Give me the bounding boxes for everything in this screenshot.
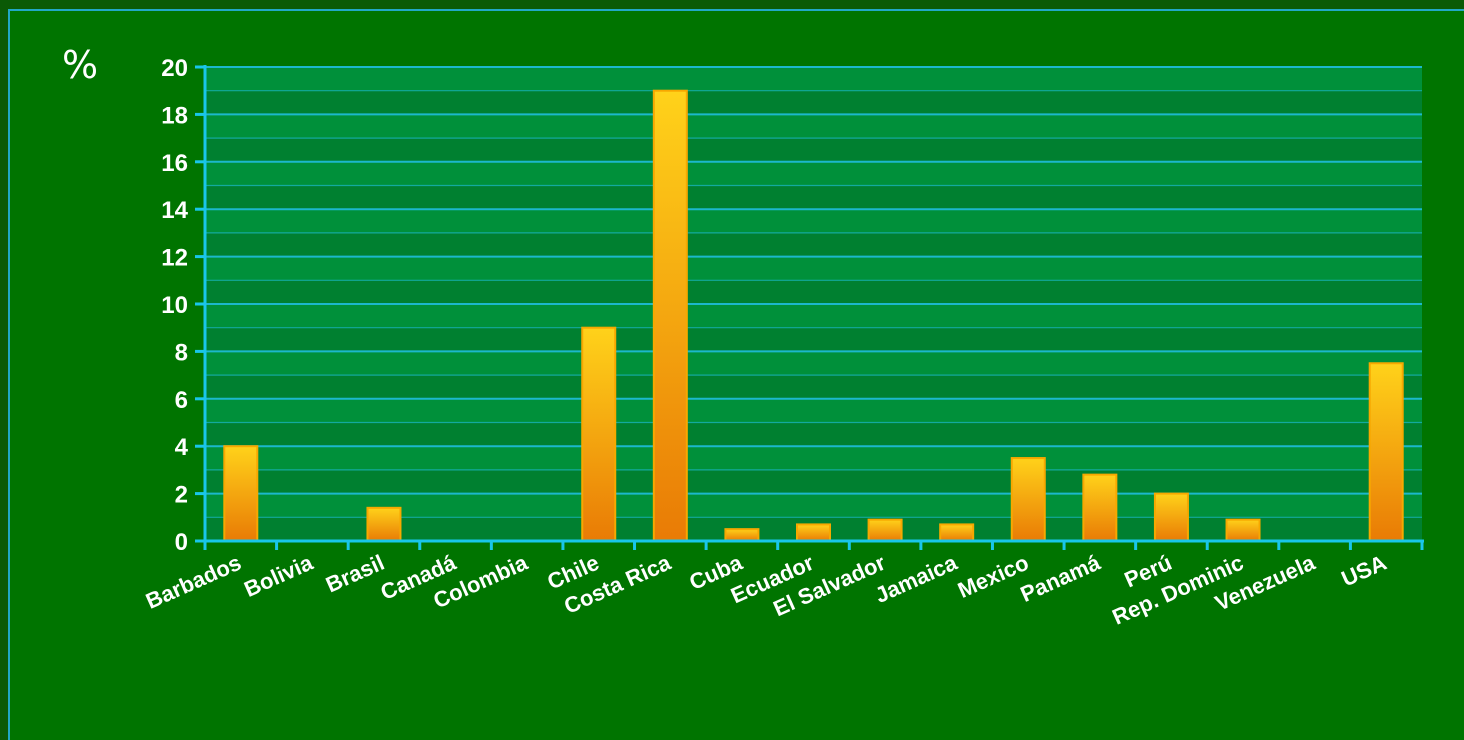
plot-band bbox=[205, 375, 1422, 399]
y-tick-label: 8 bbox=[175, 339, 188, 366]
bar-chile bbox=[581, 326, 617, 543]
bar-panam- bbox=[1082, 473, 1118, 543]
plot-band bbox=[205, 446, 1422, 470]
plot-band bbox=[205, 327, 1422, 352]
plot-bands bbox=[205, 67, 1422, 541]
y-tick-label: 6 bbox=[175, 387, 188, 414]
plot-band bbox=[205, 209, 1422, 233]
y-tick-label: 16 bbox=[161, 150, 188, 177]
plot-band bbox=[205, 351, 1422, 376]
bar-mexico bbox=[1010, 457, 1046, 542]
bar-usa bbox=[1368, 362, 1404, 542]
bar-rep-dominic bbox=[1225, 518, 1261, 542]
gridlines bbox=[205, 66, 1422, 542]
plot-band bbox=[205, 67, 1422, 91]
axes bbox=[195, 65, 1424, 550]
plot-band bbox=[205, 493, 1422, 518]
y-tick-label: 2 bbox=[175, 482, 188, 509]
plot-band bbox=[205, 398, 1422, 423]
y-tick-labels: 0 2 4 6 8 10 12 14 16 18 20 bbox=[161, 55, 188, 556]
bar-costa-rica bbox=[652, 89, 688, 542]
plot-band bbox=[205, 280, 1422, 304]
plot-band bbox=[205, 232, 1422, 257]
y-tick-label: 0 bbox=[175, 529, 188, 556]
bar-cuba bbox=[724, 528, 760, 543]
y-tick-label: 4 bbox=[175, 434, 189, 461]
plot-band bbox=[205, 185, 1422, 210]
x-tick-label: Barbados bbox=[142, 550, 245, 614]
x-tick-label: Panamá bbox=[1017, 549, 1105, 606]
y-tick-label: 14 bbox=[161, 197, 188, 224]
plot-band bbox=[205, 138, 1422, 162]
bar-el-salvador bbox=[867, 518, 903, 542]
y-tick-label: 18 bbox=[161, 102, 188, 129]
x-tick-label: Brasil bbox=[322, 550, 388, 598]
bar-per- bbox=[1153, 492, 1189, 543]
bars bbox=[223, 89, 1404, 543]
y-tick-label: 12 bbox=[161, 245, 188, 272]
x-tick-label: Jamaica bbox=[871, 549, 961, 607]
plot-band bbox=[205, 114, 1422, 139]
plot-band bbox=[205, 161, 1422, 186]
y-unit-label: % bbox=[62, 43, 98, 87]
plot-band bbox=[205, 469, 1422, 494]
y-tick-label: 10 bbox=[161, 292, 188, 319]
x-tick-label: USA bbox=[1338, 550, 1391, 592]
bar-ecuador bbox=[796, 523, 831, 542]
plot-band bbox=[205, 304, 1422, 328]
bar-jamaica bbox=[939, 523, 975, 542]
plot-band bbox=[205, 90, 1422, 115]
bar-barbados bbox=[223, 445, 259, 543]
plot-band bbox=[205, 422, 1422, 447]
y-tick-label: 20 bbox=[161, 55, 188, 82]
plot-band bbox=[205, 256, 1422, 281]
x-tick-label: Bolivia bbox=[240, 549, 317, 601]
bar-brasil bbox=[366, 506, 402, 543]
